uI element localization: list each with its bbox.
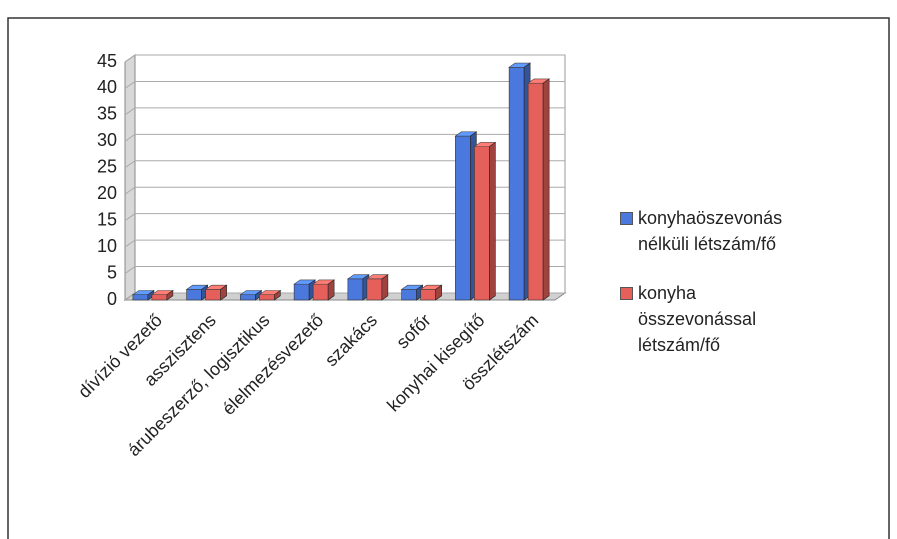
bar [312, 279, 336, 301]
grid-line [124, 133, 565, 142]
bar-front [508, 66, 525, 301]
bar [346, 274, 370, 301]
bar-front [347, 278, 364, 301]
bar-front [293, 283, 310, 301]
x-tick-label: sofőr [392, 310, 434, 352]
bar [239, 289, 263, 301]
legend-swatch [620, 287, 633, 300]
grid-line [124, 160, 565, 169]
grid-line [124, 266, 565, 274]
back-wall [134, 54, 566, 294]
grid-line [124, 239, 565, 248]
legend-label: konyhaöszevonás nélküli létszám/fő [638, 208, 783, 254]
y-tick-label: 45 [97, 51, 117, 71]
bar [293, 279, 317, 301]
bar-side [166, 289, 174, 301]
bar-front [151, 294, 168, 301]
grid-line [124, 213, 565, 222]
bar-side [220, 284, 227, 301]
x-tick-label: szakács [321, 310, 381, 370]
bar [258, 289, 282, 301]
bar-side [381, 274, 389, 301]
grid-line [124, 54, 565, 63]
bar-side [542, 78, 550, 301]
grid-line [124, 107, 565, 116]
side-wall [124, 54, 136, 301]
bar-side [489, 141, 496, 301]
y-tick-label: 40 [97, 77, 117, 97]
legend-entry: konyhaöszevonás nélküli létszám/fő [620, 205, 782, 257]
y-tick-label: 5 [107, 262, 117, 282]
y-tick-label: 20 [97, 183, 117, 203]
bar-front [366, 278, 383, 301]
x-tick-label: konyhai kisegítő [383, 310, 488, 415]
bar [131, 289, 155, 301]
y-tick-label: 0 [107, 289, 117, 309]
bar [473, 141, 497, 301]
bar-front [240, 294, 256, 301]
bar-front [259, 294, 275, 301]
bar-front [186, 289, 202, 301]
bar-side [435, 284, 442, 301]
frame [7, 17, 890, 539]
bar-front [205, 289, 221, 301]
bar-front [527, 82, 544, 301]
bar [150, 289, 174, 301]
grid-line [124, 80, 565, 89]
y-tick-label: 10 [97, 236, 117, 256]
bar [365, 274, 389, 301]
bar-front [474, 146, 490, 301]
bar [419, 284, 443, 301]
bar [454, 131, 478, 301]
x-tick-label: élelmezésvezető [218, 310, 327, 419]
legend-swatch [620, 212, 633, 225]
bar-front [312, 283, 329, 301]
bar [185, 284, 209, 301]
legend-entry: konyha összevonással létszám/fő [620, 280, 770, 358]
y-tick-label: 35 [97, 104, 117, 124]
bar-front [401, 289, 417, 301]
y-tick-label: 30 [97, 130, 117, 150]
bar [400, 284, 424, 301]
legend-label: konyha összevonással létszám/fő [638, 283, 757, 355]
bar [204, 284, 228, 301]
bar-front [132, 294, 149, 301]
bar-front [455, 135, 471, 301]
y-tick-label: 25 [97, 157, 117, 177]
grid-line [124, 186, 565, 195]
bar [508, 62, 532, 301]
bar-front [420, 289, 436, 301]
bar-side [327, 279, 335, 301]
bar [527, 78, 551, 301]
y-tick-label: 15 [97, 209, 117, 229]
bar-side [274, 289, 281, 301]
